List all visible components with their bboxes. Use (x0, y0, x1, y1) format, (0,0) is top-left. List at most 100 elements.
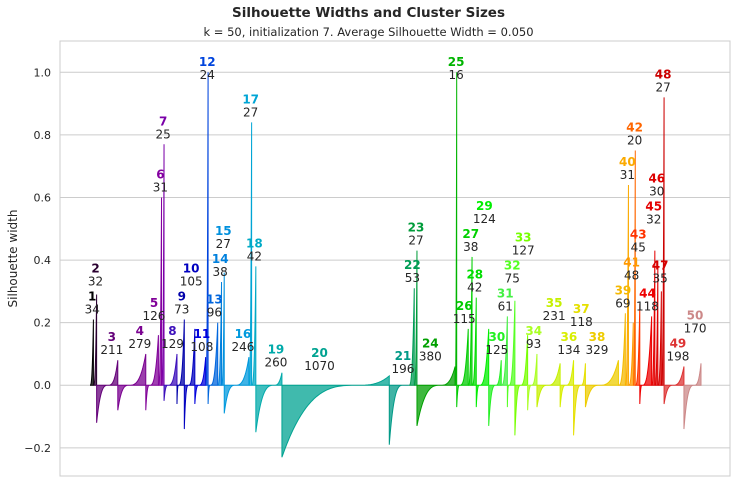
cluster-50-area (683, 363, 702, 430)
cluster-labels: 1342323211427951266317258129973101051110… (85, 55, 707, 376)
cluster-16-id-label: 16 (235, 327, 252, 341)
cluster-17-id-label: 17 (242, 92, 259, 106)
cluster-34-area (527, 353, 538, 411)
cluster-31-size-label: 61 (498, 299, 513, 313)
cluster-36-area (559, 360, 575, 408)
cluster-19-id-label: 19 (268, 343, 285, 357)
cluster-23-area (414, 250, 418, 386)
cluster-10-size-label: 105 (180, 275, 203, 289)
y-axis-label: Silhouette width (6, 210, 20, 308)
cluster-19-size-label: 260 (264, 356, 287, 370)
y-tick-label: 0.6 (34, 191, 52, 204)
y-tick-label: 0.0 (34, 379, 52, 392)
cluster-48-size-label: 27 (655, 80, 670, 94)
cluster-12-size-label: 24 (200, 68, 215, 82)
cluster-43-id-label: 43 (630, 227, 647, 241)
cluster-44-area (639, 316, 653, 405)
cluster-8-size-label: 129 (161, 337, 184, 351)
cluster-5-area (145, 335, 159, 411)
cluster-15-id-label: 15 (215, 224, 232, 238)
silhouette-areas (90, 72, 702, 458)
cluster-22-size-label: 53 (405, 271, 420, 285)
cluster-20-area (281, 374, 390, 458)
cluster-39-size-label: 69 (615, 296, 630, 310)
cluster-33-size-label: 127 (512, 243, 535, 257)
cluster-4-area (117, 353, 147, 411)
cluster-42-id-label: 42 (626, 121, 643, 135)
cluster-8-area (163, 353, 178, 401)
cluster-38-id-label: 38 (589, 330, 606, 344)
cluster-38-area (584, 360, 619, 408)
cluster-39-area (618, 313, 626, 386)
cluster-29-size-label: 124 (473, 212, 496, 226)
cluster-17-size-label: 27 (243, 105, 258, 119)
cluster-24-id-label: 24 (422, 336, 439, 350)
y-tick-label: 0.2 (34, 317, 52, 330)
y-tick-label: 1.0 (34, 66, 52, 79)
cluster-9-area (176, 319, 185, 405)
cluster-16-area (223, 356, 250, 414)
cluster-24-size-label: 380 (419, 349, 442, 363)
cluster-25-size-label: 16 (448, 68, 463, 82)
cluster-31-area (501, 316, 508, 386)
cluster-41-size-label: 48 (624, 268, 639, 282)
cluster-14-size-label: 38 (213, 265, 228, 279)
cluster-8-id-label: 8 (168, 324, 176, 338)
cluster-10-id-label: 10 (183, 262, 200, 276)
cluster-26-id-label: 26 (456, 299, 473, 313)
cluster-2-size-label: 32 (88, 275, 103, 289)
cluster-50-id-label: 50 (687, 308, 704, 322)
cluster-13-area (207, 322, 219, 405)
cluster-47-size-label: 35 (653, 271, 668, 285)
cluster-33-area (514, 335, 529, 436)
cluster-7-area (161, 144, 165, 386)
cluster-33-id-label: 33 (515, 230, 532, 244)
cluster-45-id-label: 45 (645, 199, 662, 213)
cluster-19-area (255, 372, 283, 433)
cluster-47-id-label: 47 (652, 258, 669, 272)
cluster-16-size-label: 246 (231, 340, 254, 354)
cluster-25-area (454, 72, 458, 386)
cluster-44-size-label: 118 (636, 299, 659, 313)
y-tick-label: −0.2 (24, 442, 51, 455)
cluster-18-id-label: 18 (246, 236, 263, 250)
cluster-40-area (625, 184, 629, 386)
cluster-35-size-label: 231 (543, 309, 566, 323)
cluster-22-id-label: 22 (404, 258, 421, 272)
cluster-12-id-label: 12 (199, 55, 216, 69)
cluster-47-area (657, 291, 662, 386)
cluster-34-id-label: 34 (525, 324, 542, 338)
cluster-23-size-label: 27 (408, 234, 423, 248)
cluster-27-size-label: 38 (463, 240, 478, 254)
cluster-7-size-label: 25 (156, 127, 171, 141)
cluster-30-id-label: 30 (489, 330, 506, 344)
cluster-6-id-label: 6 (156, 167, 164, 181)
cluster-49-id-label: 49 (670, 336, 687, 350)
cluster-39-id-label: 39 (615, 283, 632, 297)
chart-subtitle: k = 50, initialization 7. Average Silhou… (203, 25, 534, 39)
cluster-15-size-label: 27 (216, 237, 231, 251)
cluster-1-id-label: 1 (88, 290, 96, 304)
cluster-9-id-label: 9 (178, 290, 186, 304)
cluster-37-id-label: 37 (573, 302, 590, 316)
cluster-27-id-label: 27 (462, 227, 479, 241)
cluster-42-area (632, 150, 636, 386)
cluster-35-area (536, 363, 561, 408)
cluster-27-area (468, 256, 473, 386)
cluster-43-area (635, 303, 641, 386)
cluster-30-size-label: 125 (485, 343, 508, 357)
cluster-42-size-label: 20 (627, 134, 642, 148)
cluster-41-area (628, 322, 634, 386)
cluster-43-size-label: 45 (631, 240, 646, 254)
cluster-21-area (388, 384, 409, 445)
cluster-29-id-label: 29 (476, 199, 493, 213)
cluster-3-id-label: 3 (108, 330, 116, 344)
cluster-50-size-label: 170 (684, 321, 707, 335)
cluster-49-size-label: 198 (666, 349, 689, 363)
cluster-1-area (90, 319, 94, 386)
cluster-25-id-label: 25 (448, 55, 465, 69)
cluster-12-area (205, 72, 209, 386)
cluster-34-size-label: 93 (526, 337, 541, 351)
cluster-14-id-label: 14 (212, 252, 229, 266)
